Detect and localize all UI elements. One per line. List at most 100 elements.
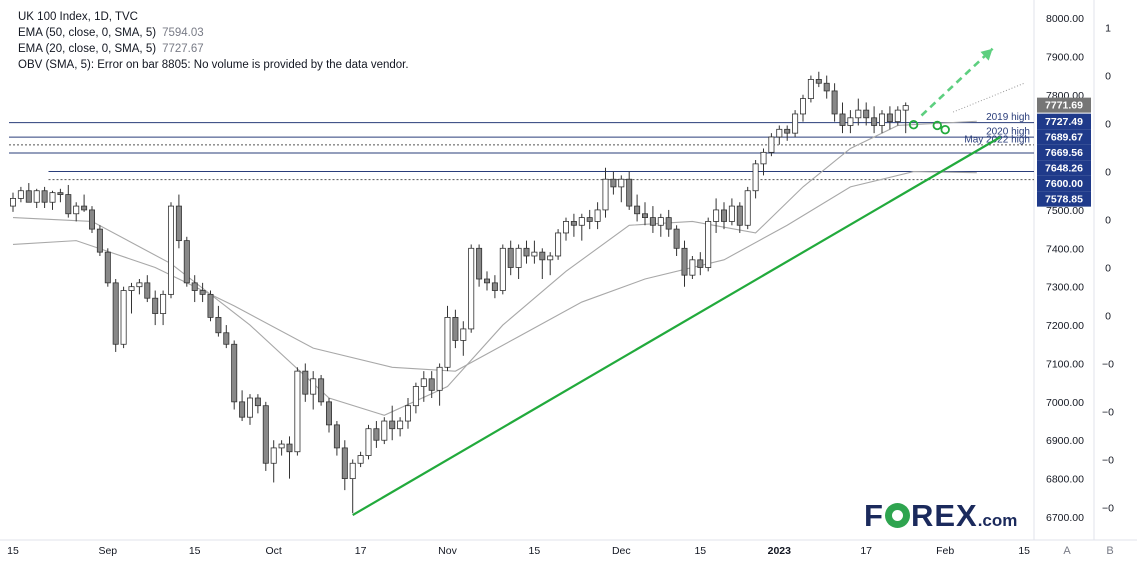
projection-arrow-line: [920, 47, 994, 117]
candle-body: [697, 259, 704, 268]
level-name-1: 2020 high: [986, 127, 1030, 138]
candle-body: [902, 105, 909, 111]
candle-body: [17, 190, 24, 199]
candle-body: [420, 378, 427, 387]
candle-body: [223, 332, 230, 345]
candle-body: [286, 443, 293, 453]
logo-suffix: .com: [977, 511, 1018, 530]
time-tick-label: Oct: [266, 545, 282, 557]
candle-body: [278, 443, 285, 449]
candle-body: [689, 259, 696, 276]
price-extension-line: [952, 82, 1025, 113]
last-price-label-bg: [1037, 97, 1091, 113]
level-price-label-bg: [1037, 113, 1091, 130]
candle-body: [325, 401, 332, 426]
candlestick-series: [9, 71, 909, 514]
support-trendline: [352, 136, 1002, 517]
time-tick-label: Sep: [98, 545, 117, 557]
price-tick-label: 7100.00: [1046, 358, 1084, 370]
legend-ema50[interactable]: EMA (50, close, 0, SMA, 5) 7594.03: [18, 25, 409, 41]
candle-body: [144, 282, 151, 299]
candle-body: [800, 98, 807, 115]
candle-body: [246, 397, 253, 418]
level-price-label: 7648.26: [1045, 163, 1083, 175]
auto-scale-button[interactable]: A: [1063, 545, 1071, 557]
candle-body: [760, 151, 767, 165]
candle-body: [73, 205, 80, 215]
obv-tick-label: 0: [1105, 71, 1111, 83]
obv-axis[interactable]: 1 0 0 0 0 0 0 −0 −0 −0 −0: [1102, 23, 1114, 515]
candle-body: [231, 343, 238, 403]
candle-body: [657, 217, 664, 226]
candle-body: [705, 221, 712, 268]
level-price-label: 7600.00: [1045, 178, 1083, 190]
price-axis[interactable]: 8000.007900.007800.007700.007600.007500.…: [1046, 13, 1084, 524]
plot-background: [0, 0, 1034, 540]
candle-body: [752, 163, 759, 192]
candle-body: [649, 217, 656, 226]
obv-tick-label: 0: [1105, 263, 1111, 275]
candle-body: [570, 221, 577, 226]
candle-body: [25, 190, 32, 203]
candle-body: [81, 205, 88, 211]
candle-body: [784, 128, 791, 134]
candle-body: [167, 205, 174, 295]
last-price-label: 7771.69: [1045, 100, 1083, 112]
candle-body: [815, 79, 822, 84]
obv-label: OBV (SMA, 5): Error on bar 8805: No volu…: [18, 59, 409, 71]
candle-body: [57, 192, 64, 195]
ema50-line: [12, 170, 977, 372]
obv-tick-label: 1: [1105, 23, 1111, 35]
candle-body: [183, 240, 190, 284]
obv-tick-label: 0: [1105, 310, 1111, 322]
time-tick-label: Feb: [936, 545, 954, 557]
logo-o-icon: [884, 503, 910, 528]
candle-body: [365, 428, 372, 456]
candle-body: [128, 286, 135, 291]
candle-body: [412, 386, 419, 407]
level-price-label-bg: [1037, 144, 1091, 161]
time-tick-label: Dec: [612, 545, 631, 557]
legend-ema20[interactable]: EMA (20, close, 0, SMA, 5) 7727.67: [18, 41, 409, 57]
candle-body: [547, 255, 554, 261]
obv-axis-button[interactable]: B: [1106, 545, 1114, 557]
candle-body: [89, 209, 96, 230]
obv-tick-label: −0: [1102, 502, 1114, 514]
time-axis[interactable]: 15 Sep 15 Oct 17 Nov 15 Dec 15 2023 17 Feb 15: [7, 545, 1030, 557]
touch-markers: [908, 120, 950, 135]
candle-body: [618, 178, 625, 188]
candle-body: [444, 316, 451, 368]
candle-body: [792, 113, 799, 134]
obv-tick-label: 0: [1105, 119, 1111, 131]
candle-body: [713, 209, 720, 222]
candle-body: [483, 278, 490, 284]
legend-obv[interactable]: OBV (SMA, 5): Error on bar 8805: No volu…: [18, 57, 409, 73]
candle-body: [215, 316, 222, 334]
price-tick-label: 6800.00: [1046, 474, 1084, 486]
candle-body: [152, 297, 159, 314]
candle-body: [855, 109, 862, 119]
legend-title[interactable]: UK 100 Index, 1D, TVC: [18, 11, 138, 23]
candle-body: [239, 401, 246, 418]
candle-body: [404, 405, 411, 422]
touch-marker-icon: [940, 124, 950, 135]
candle-body: [112, 282, 119, 345]
candle-body: [96, 228, 103, 253]
obv-tick-label: −0: [1102, 406, 1114, 418]
candle-body: [894, 109, 901, 123]
candle-body: [499, 247, 506, 291]
candle-body: [531, 251, 538, 257]
level-price-label: 7669.56: [1045, 147, 1083, 159]
candle-body: [847, 117, 854, 126]
candle-body: [776, 128, 783, 138]
candle-body: [397, 420, 404, 430]
level-price-label-bg: [1037, 160, 1091, 176]
price-tick-label: 6700.00: [1046, 512, 1084, 524]
candle-body: [294, 370, 301, 453]
candle-body: [120, 290, 127, 345]
candle-body: [523, 247, 530, 257]
candle-body: [428, 378, 435, 391]
candle-body: [199, 290, 206, 295]
candle-body: [460, 328, 467, 341]
